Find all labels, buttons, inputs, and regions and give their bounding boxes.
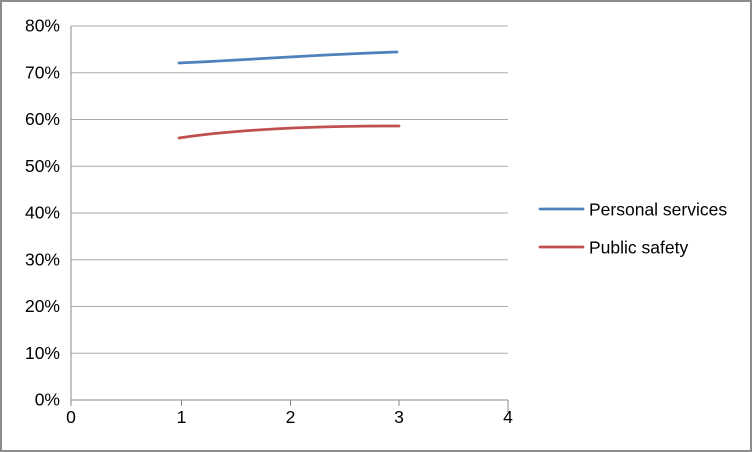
svg-text:0: 0	[66, 407, 76, 427]
svg-text:3: 3	[394, 407, 404, 427]
svg-text:Public safety: Public safety	[589, 238, 688, 258]
svg-text:4: 4	[503, 407, 513, 427]
svg-text:Personal services: Personal services	[589, 200, 727, 220]
svg-text:40%: 40%	[25, 203, 60, 223]
svg-text:70%: 70%	[25, 62, 60, 82]
svg-text:2: 2	[286, 407, 296, 427]
svg-text:50%: 50%	[25, 156, 60, 176]
svg-text:30%: 30%	[25, 249, 60, 269]
svg-text:60%: 60%	[25, 109, 60, 129]
svg-text:20%: 20%	[25, 296, 60, 316]
svg-text:10%: 10%	[25, 343, 60, 363]
svg-text:1: 1	[177, 407, 187, 427]
svg-text:80%: 80%	[25, 16, 60, 36]
svg-text:0%: 0%	[35, 390, 60, 410]
